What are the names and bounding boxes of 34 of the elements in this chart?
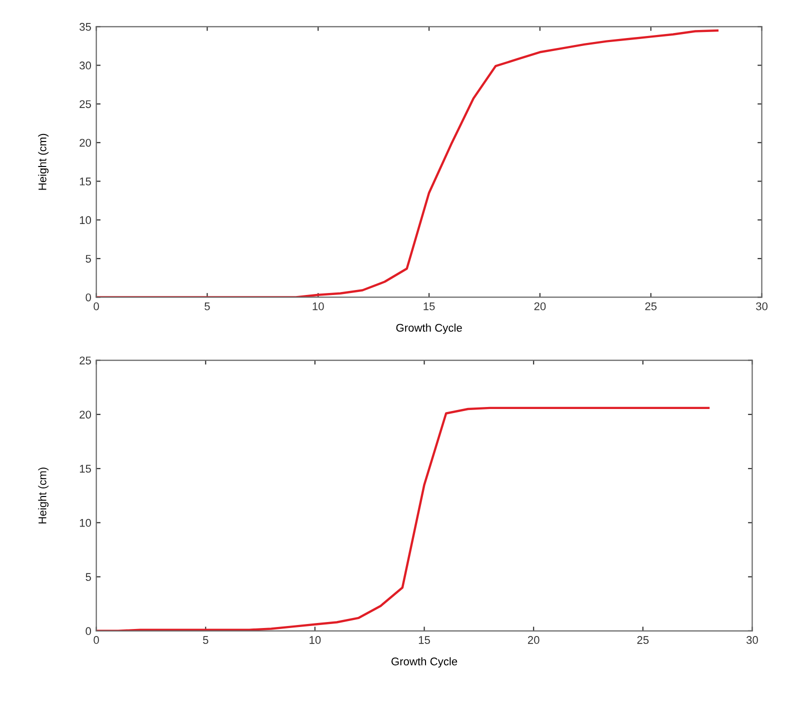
y-tick-label: 0 [86,293,92,302]
y-tick-label: 15 [80,178,91,186]
y-tick-label: 5 [86,573,91,581]
y-tick-label: 15 [80,464,91,473]
y-tick-label: 25 [80,100,91,108]
x-tick-label: 15 [424,302,435,310]
line-series [96,406,710,631]
y-tick-label: 35 [80,22,91,31]
y-axis-title: Height (cm) [38,134,49,190]
y-tick-label: 10 [80,518,92,527]
y-tick-label: 0 [86,627,92,636]
x-tick-label: 15 [418,636,430,644]
x-tick-label: 10 [310,636,321,644]
x-axis-title: Growth Cycle [391,657,458,668]
x-tick-label: 30 [756,302,768,310]
y-tick-label: 10 [80,216,92,224]
x-tick-label: 20 [528,636,540,644]
y-tick-label: 5 [86,254,91,263]
x-tick-label: 5 [202,636,208,644]
line-series [96,29,719,298]
y-tick-label: 20 [80,410,92,419]
x-tick-label: 30 [746,636,758,644]
x-tick-label: 10 [312,302,324,310]
x-tick-label: 25 [645,302,657,310]
y-tick-label: 25 [80,356,91,364]
x-tick-label: 25 [637,636,649,644]
x-axis-title: Growth Cycle [396,324,462,334]
y-tick-label: 20 [80,138,92,147]
x-tick-label: 0 [94,636,99,644]
x-tick-label: 5 [204,302,210,310]
y-axis-title: Height (cm) [38,468,49,524]
x-tick-label: 20 [534,302,546,310]
y-tick-label: 30 [80,62,92,70]
x-tick-label: 0 [94,302,99,310]
